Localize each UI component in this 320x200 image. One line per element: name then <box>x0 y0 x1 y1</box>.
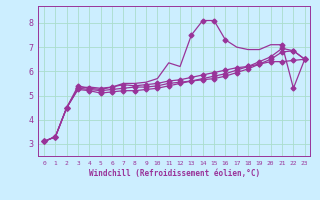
X-axis label: Windchill (Refroidissement éolien,°C): Windchill (Refroidissement éolien,°C) <box>89 169 260 178</box>
